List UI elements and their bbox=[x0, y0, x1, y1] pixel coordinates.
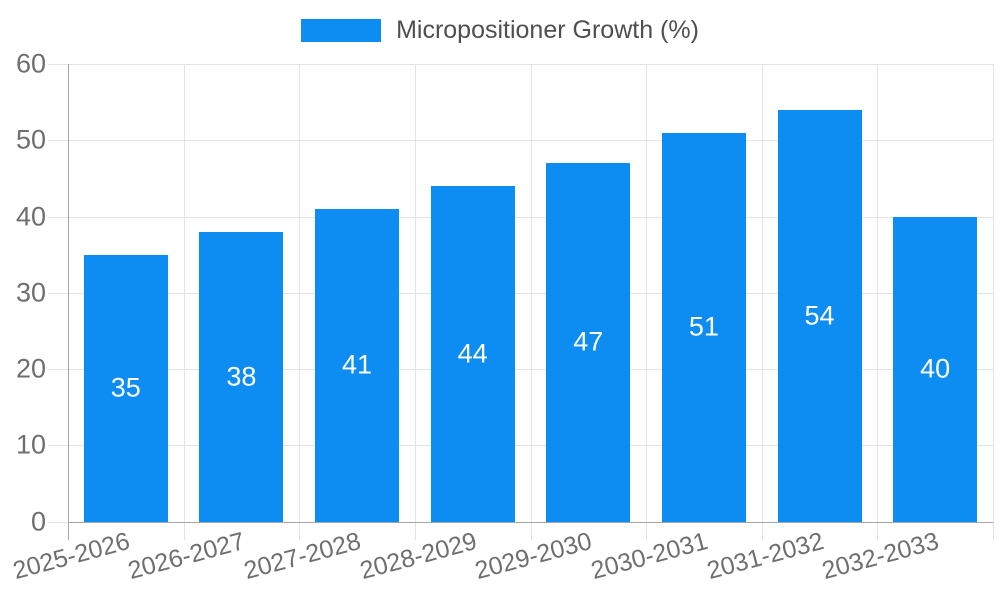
bar-value-label: 44 bbox=[457, 338, 488, 369]
v-gridline bbox=[646, 64, 648, 540]
bar bbox=[430, 186, 515, 522]
x-axis-line bbox=[68, 521, 993, 523]
y-tick-mark bbox=[48, 292, 68, 294]
legend-swatch bbox=[301, 19, 382, 42]
bar bbox=[315, 208, 400, 522]
bar-value-label: 38 bbox=[226, 361, 257, 392]
bar bbox=[777, 109, 862, 522]
y-tick-mark bbox=[48, 140, 68, 142]
y-tick-mark bbox=[48, 216, 68, 218]
y-tick-label: 0 bbox=[30, 506, 46, 536]
bar-value-label: 40 bbox=[920, 353, 951, 384]
y-tick-mark bbox=[48, 369, 68, 370]
v-gridline bbox=[877, 64, 879, 540]
y-tick-mark bbox=[48, 64, 68, 65]
bar bbox=[661, 132, 746, 522]
v-gridline bbox=[993, 64, 994, 540]
y-tick-mark bbox=[48, 521, 68, 523]
y-tick-label: 10 bbox=[15, 429, 46, 460]
bar-value-label: 51 bbox=[688, 311, 719, 342]
v-gridline bbox=[761, 64, 763, 540]
legend: Micropositioner Growth (%) bbox=[0, 16, 1000, 45]
bar bbox=[893, 216, 978, 522]
bar bbox=[199, 231, 284, 522]
v-gridline bbox=[299, 64, 301, 540]
y-tick-label: 40 bbox=[15, 201, 46, 231]
bar-value-label: 54 bbox=[804, 300, 835, 331]
v-gridline bbox=[530, 64, 532, 540]
y-tick-label: 20 bbox=[15, 353, 46, 384]
v-gridline bbox=[414, 64, 416, 540]
y-tick-label: 30 bbox=[15, 277, 46, 308]
legend-label: Micropositioner Growth (%) bbox=[396, 16, 699, 44]
bar-value-label: 47 bbox=[573, 326, 604, 357]
y-tick-label: 50 bbox=[15, 124, 46, 155]
v-gridline bbox=[183, 64, 185, 540]
bar-value-label: 41 bbox=[342, 349, 373, 380]
y-tick-mark bbox=[48, 445, 68, 447]
bar-value-label: 35 bbox=[110, 372, 141, 403]
bar bbox=[83, 254, 168, 522]
y-tick-label: 60 bbox=[15, 48, 46, 79]
bar bbox=[546, 163, 631, 522]
y-axis-line bbox=[68, 64, 69, 540]
